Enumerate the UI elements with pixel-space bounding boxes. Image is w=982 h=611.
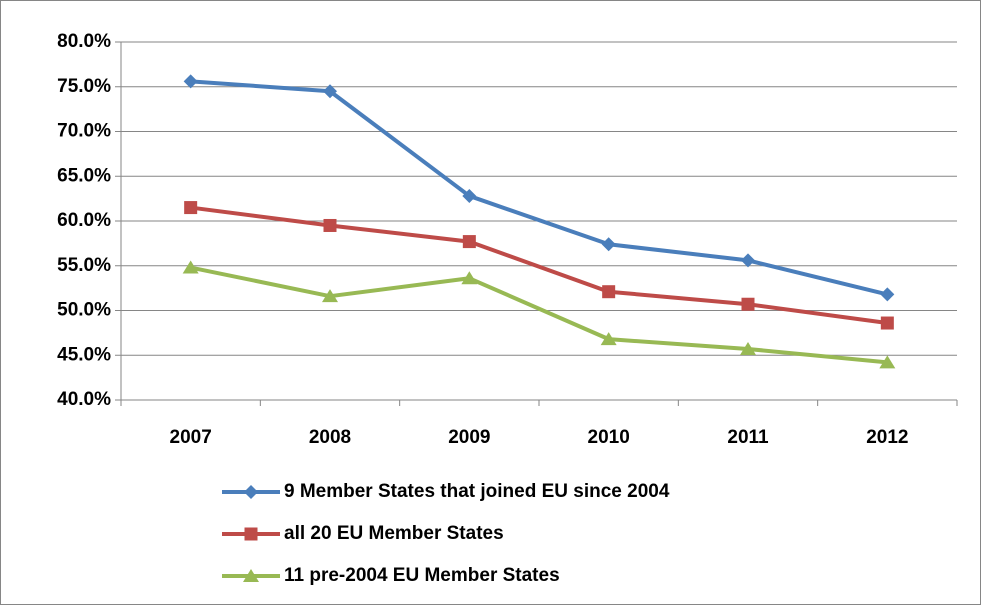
legend-marker — [243, 569, 259, 582]
series-line — [190, 205, 888, 326]
data-point — [323, 218, 337, 232]
legend-label: 11 pre-2004 EU Member States — [284, 565, 560, 586]
y-tick-label: 40.0% — [57, 389, 111, 410]
y-tick-label: 80.0% — [57, 31, 111, 52]
data-point — [462, 188, 477, 203]
data-point — [880, 316, 894, 330]
y-tick-label: 70.0% — [57, 121, 111, 142]
data-point — [740, 341, 756, 355]
data-point — [879, 355, 896, 369]
y-tick-label: 75.0% — [57, 76, 111, 97]
x-tick-label: 2008 — [309, 427, 351, 448]
y-tick-label: 60.0% — [57, 210, 111, 231]
legend-label: 9 Member States that joined EU since 200… — [284, 481, 670, 502]
data-point — [323, 84, 337, 99]
data-point — [462, 235, 476, 249]
data-point — [183, 74, 198, 89]
x-tick-label: 2009 — [448, 427, 490, 448]
y-tick-label: 45.0% — [57, 344, 111, 365]
data-point — [182, 260, 199, 274]
y-tick-label: 55.0% — [57, 255, 111, 276]
data-point — [880, 287, 895, 302]
data-point — [741, 297, 755, 311]
legend-marker — [244, 527, 258, 541]
y-tick-label: 50.0% — [57, 300, 111, 321]
data-point — [741, 253, 755, 268]
data-point — [184, 201, 198, 215]
legend-marker — [244, 485, 258, 499]
series-line — [190, 265, 888, 365]
x-tick-label: 2007 — [170, 427, 212, 448]
legend-label: all 20 EU Member States — [284, 523, 504, 544]
x-tick-label: 2011 — [727, 427, 769, 448]
data-point — [602, 285, 616, 299]
x-tick-label: 2010 — [588, 427, 630, 448]
data-point — [601, 237, 616, 252]
data-point — [600, 332, 617, 346]
y-tick-label: 65.0% — [57, 165, 111, 186]
series-line — [190, 79, 888, 297]
x-tick-label: 2012 — [866, 427, 908, 448]
data-point — [322, 289, 338, 303]
data-point — [461, 271, 478, 285]
